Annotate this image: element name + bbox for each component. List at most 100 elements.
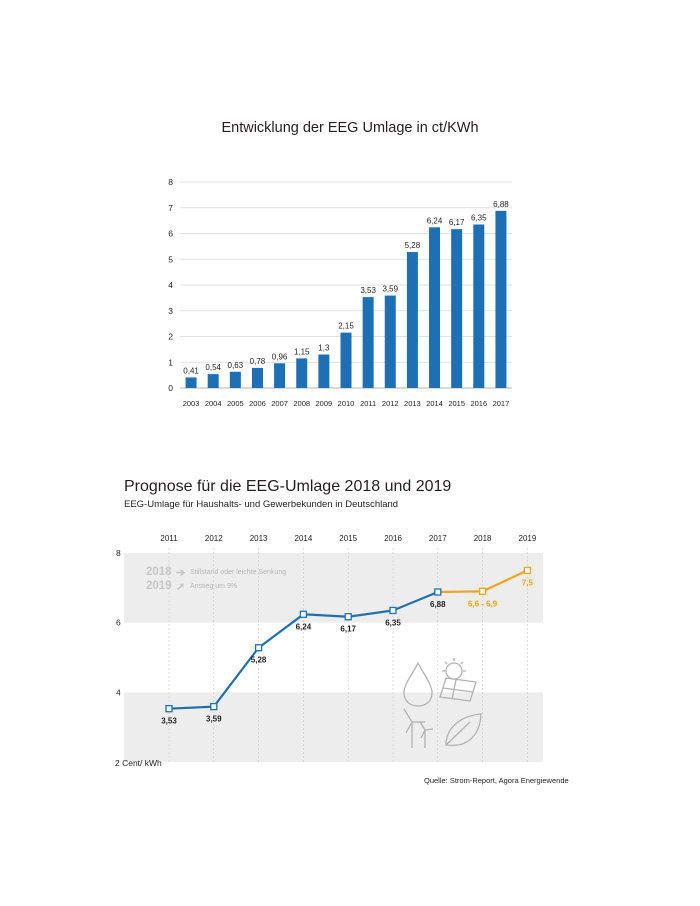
bar	[406, 252, 418, 388]
x-tick-label: 2011	[360, 399, 376, 408]
x-tick-label: 2003	[183, 399, 200, 408]
legend-year: 2019	[146, 580, 172, 592]
band-upper	[124, 553, 543, 623]
data-label: 3,53	[360, 286, 376, 295]
data-point	[165, 705, 173, 713]
panel-grid-icon	[439, 677, 477, 702]
y-tick-label: 6	[116, 618, 121, 628]
y-tick-label: 4	[116, 687, 121, 697]
data-label: 1,3	[318, 344, 330, 353]
x-tick-label: 2005	[227, 399, 244, 408]
data-label: 6,24	[296, 622, 312, 631]
data-point	[434, 588, 442, 596]
bar	[296, 358, 308, 388]
turbine-blades-icon	[403, 708, 425, 748]
x-tick-label: 2018	[474, 534, 492, 543]
legend-row-2019: 2019 ➚ Anstieg um 9%	[146, 579, 286, 593]
y-tick-label: 6	[168, 229, 173, 239]
data-label: 3,53	[161, 717, 177, 726]
sun-icon	[445, 662, 463, 680]
data-label: 5,28	[405, 241, 421, 250]
data-point	[210, 702, 218, 711]
data-point	[523, 566, 532, 575]
bar	[207, 374, 219, 388]
data-label: 5,28	[251, 656, 267, 665]
x-tick-label: 2019	[519, 534, 537, 543]
bar	[229, 371, 241, 388]
data-label: 6,24	[427, 216, 443, 225]
bar	[185, 377, 197, 388]
data-label: 0,78	[250, 357, 266, 366]
bar	[362, 297, 374, 388]
legend-text: Stillstand oder leichte Senkung	[190, 568, 287, 576]
y-tick-label: 4	[168, 280, 173, 290]
bar	[384, 295, 396, 388]
data-label: 2,15	[338, 322, 354, 331]
y-tick-label: 3	[168, 306, 173, 316]
x-tick-label: 2012	[205, 534, 223, 543]
data-label: 3,59	[382, 285, 398, 294]
x-tick-label: 2008	[293, 399, 310, 408]
x-tick-label: 2017	[493, 399, 510, 408]
forecast-legend: 2018 ➔ Stillstand oder leichte Senkung 2…	[146, 565, 286, 593]
y-tick-label: 5	[168, 254, 173, 264]
data-label: 0,41	[183, 366, 199, 375]
y-tick-label: 8	[168, 177, 173, 187]
data-point	[299, 610, 308, 618]
y-tick-label: 8	[116, 548, 121, 558]
x-tick-label: 2015	[448, 399, 465, 408]
legend-row-2018: 2018 ➔ Stillstand oder leichte Senkung	[146, 565, 286, 579]
bar	[251, 367, 263, 388]
arrow-right-icon: ➔	[176, 566, 186, 579]
bar	[318, 354, 330, 388]
x-tick-label: 2004	[205, 399, 222, 408]
x-tick-label: 2016	[384, 534, 402, 543]
wind-turbine-icon	[403, 708, 434, 748]
data-label: 6,6 - 6,9	[468, 599, 498, 608]
data-label: 6,17	[340, 625, 356, 634]
bar	[451, 229, 463, 388]
x-tick-label: 2012	[382, 399, 399, 408]
legend-year: 2018	[146, 566, 172, 578]
data-label: 0,96	[272, 352, 288, 361]
arrow-up-right-icon: ➚	[176, 580, 186, 593]
data-point	[254, 644, 263, 652]
x-tick-label: 2015	[339, 534, 357, 543]
bar	[274, 363, 286, 388]
y-axis-unit-label: 2 Cent/ kWh	[115, 758, 162, 768]
data-label: 1,15	[294, 347, 310, 356]
data-label: 0,54	[205, 363, 221, 372]
chart2-title: Prognose für die EEG-Umlage 2018 und 201…	[124, 478, 452, 495]
y-tick-label: 0	[168, 383, 173, 393]
data-label: 6,35	[385, 618, 401, 627]
turbine-small-icon	[419, 721, 434, 748]
data-point	[344, 613, 352, 621]
x-tick-label: 2013	[250, 534, 268, 543]
x-tick-label: 2014	[426, 399, 443, 408]
bar	[473, 224, 485, 388]
x-tick-label: 2009	[316, 399, 333, 408]
x-tick-label: 2013	[404, 399, 421, 408]
data-label: 7,5	[522, 578, 534, 587]
x-tick-label: 2006	[249, 399, 266, 408]
data-label: 6,17	[449, 218, 465, 227]
y-tick-label: 2	[168, 332, 173, 342]
sun-rays-icon	[442, 658, 466, 672]
source-note: Quelle: Strom-Report, Agora Energiewende	[424, 776, 569, 785]
data-label: 6,35	[471, 213, 487, 222]
x-tick-label: 2016	[470, 399, 487, 408]
data-point	[389, 606, 397, 615]
band-lower	[124, 692, 543, 762]
bar	[495, 210, 507, 388]
x-tick-label: 2007	[271, 399, 288, 408]
data-label: 6,88	[493, 200, 509, 209]
leaf-icon	[445, 713, 482, 747]
x-tick-label: 2014	[295, 534, 313, 543]
x-tick-label: 2017	[429, 534, 447, 543]
energy-icons	[403, 658, 482, 748]
solar-panel-icon	[439, 658, 477, 702]
data-label: 6,88	[430, 600, 446, 609]
y-tick-label: 1	[168, 357, 173, 367]
data-label: 0,63	[228, 361, 244, 370]
